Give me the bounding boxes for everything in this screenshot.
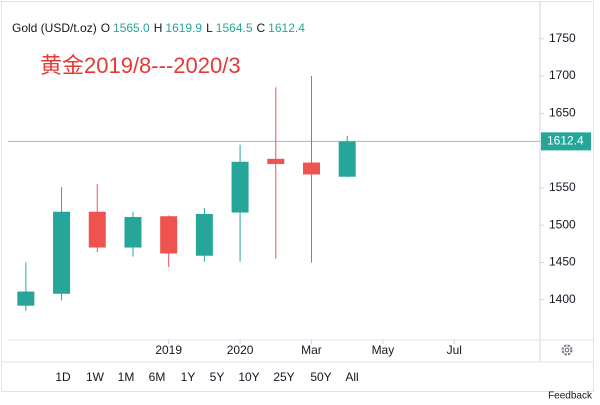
range-button[interactable]: 1Y <box>181 370 196 384</box>
frame <box>1 1 594 392</box>
ohlc-value: 1619.9 <box>165 21 202 35</box>
ohlc-value: 1612.4 <box>268 21 305 35</box>
range-button[interactable]: 1D <box>55 370 71 384</box>
candle-body <box>17 291 35 306</box>
last-price-label: 1612.4 <box>547 134 584 148</box>
symbol: Gold (USD/t.oz) <box>12 21 97 35</box>
range-button[interactable]: 10Y <box>238 370 259 384</box>
annotation: 黄金2019/8---2020/3 <box>40 53 241 78</box>
last-price-box <box>541 132 591 151</box>
candle-body <box>302 162 320 175</box>
range-button[interactable]: 50Y <box>310 370 331 384</box>
y-tick-label: 1400 <box>549 292 576 306</box>
candle-body <box>338 141 356 177</box>
ohlc-value: 1564.5 <box>216 21 253 35</box>
range-button[interactable]: 5Y <box>210 370 225 384</box>
candle-body <box>160 216 178 254</box>
y-tick-label: 1650 <box>549 106 576 120</box>
range-button[interactable]: 1W <box>86 370 105 384</box>
range-button[interactable]: 6M <box>149 370 166 384</box>
legend: Gold (USD/t.oz) O 1565.0 H 1619.9 L 1564.5 C 161… <box>12 21 305 35</box>
ohlc-label: O <box>101 21 110 35</box>
ohlc-label: L <box>206 21 213 35</box>
ohlc-value: 1565.0 <box>113 21 150 35</box>
y-tick-label: 1500 <box>549 217 576 231</box>
candle-body <box>88 211 106 248</box>
x-tick-label: May <box>372 343 395 357</box>
x-tick-label: 2020 <box>227 343 254 357</box>
y-tick-label: 1700 <box>549 68 576 82</box>
range-button[interactable]: All <box>345 370 358 384</box>
y-tick-label: 1750 <box>549 31 576 45</box>
x-tick-label: 2019 <box>155 343 182 357</box>
range-button[interactable]: 1M <box>118 370 135 384</box>
range-button[interactable]: 25Y <box>273 370 294 384</box>
x-tick-label: Jul <box>447 343 462 357</box>
candle-body <box>124 216 142 248</box>
candle-body <box>267 158 285 165</box>
y-tick-label: 1450 <box>549 255 576 269</box>
y-tick-label: 1550 <box>549 180 576 194</box>
feedback-link[interactable]: Feedback <box>548 391 593 402</box>
candle-body <box>53 211 71 294</box>
x-tick-label: Mar <box>301 343 322 357</box>
ohlc-label: C <box>257 21 266 35</box>
settings-icon[interactable] <box>561 344 573 356</box>
ohlc-label: H <box>154 21 163 35</box>
candle-body <box>195 213 213 256</box>
candle-body <box>231 161 249 213</box>
